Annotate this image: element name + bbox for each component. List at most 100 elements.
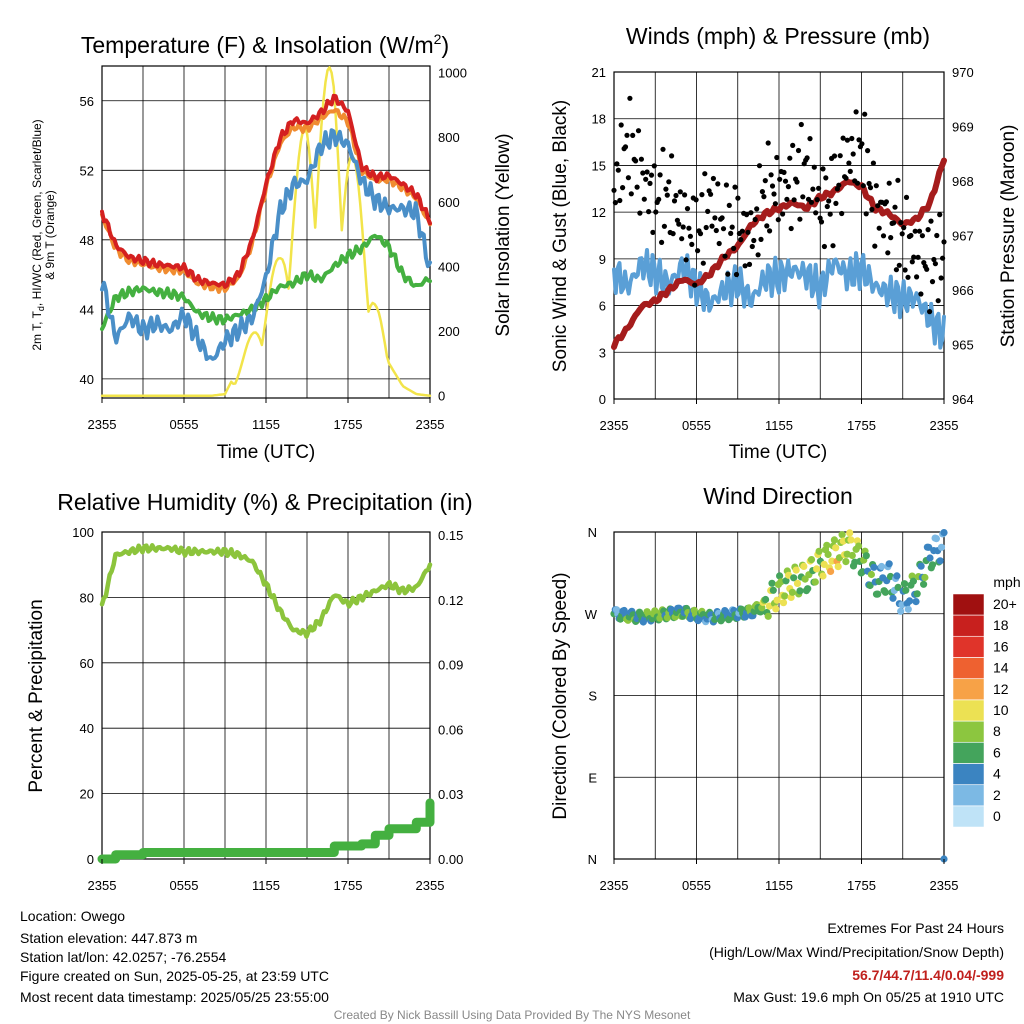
gust-point xyxy=(912,228,918,234)
wind-direction-point xyxy=(881,588,890,596)
gust-point xyxy=(941,239,947,245)
gust-point xyxy=(729,224,735,230)
footer-elevation: Station elevation: 447.873 m xyxy=(20,930,197,946)
gust-point xyxy=(886,180,892,186)
gust-point xyxy=(663,186,669,192)
y2-tick-label: 0.09 xyxy=(438,658,463,673)
wind-direction-point xyxy=(912,598,920,606)
gust-point xyxy=(909,259,915,265)
gust-point xyxy=(712,215,718,221)
gust-point xyxy=(808,199,815,205)
gust-point xyxy=(896,262,902,268)
gust-point xyxy=(797,216,803,222)
wind-direction-point xyxy=(792,566,800,574)
gust-point xyxy=(723,182,730,188)
x-tick-label: 2355 xyxy=(600,418,629,433)
gust-point xyxy=(708,191,714,197)
gust-point xyxy=(935,298,941,304)
gust-point xyxy=(700,260,706,266)
wind-direction-point xyxy=(920,580,928,588)
wind-direction-point xyxy=(824,550,832,559)
gust-point xyxy=(836,182,842,188)
wind-direction-point xyxy=(925,543,933,551)
x-tick-label: 1155 xyxy=(765,878,793,893)
y-tick-label: 15 xyxy=(592,158,606,173)
gust-point xyxy=(844,137,851,143)
wind-direction-point xyxy=(788,588,797,596)
gust-point xyxy=(854,180,861,186)
wind-direction-point xyxy=(926,554,934,562)
extremes-subtitle: (High/Low/Max Wind/Precipitation/Snow De… xyxy=(709,944,1004,960)
gust-point xyxy=(914,274,920,280)
gust-point xyxy=(679,236,685,242)
x-tick-label: 2355 xyxy=(930,878,959,893)
gust-point xyxy=(798,121,804,128)
wind-direction-point xyxy=(790,574,798,582)
y2-tick-label: 0.06 xyxy=(438,722,463,737)
legend-label: 2 xyxy=(993,787,1001,803)
gust-point xyxy=(918,291,924,297)
gust-point xyxy=(915,254,921,260)
wind-series-group xyxy=(611,95,947,350)
y2-tick-label: 967 xyxy=(952,229,974,244)
gust-point xyxy=(693,197,699,203)
gust-point xyxy=(697,231,704,237)
gust-point xyxy=(749,243,755,250)
humidity-series-group xyxy=(97,543,435,864)
wind-direction-point xyxy=(855,542,863,550)
wind-direction-point xyxy=(834,563,842,571)
gust-point xyxy=(759,189,766,195)
x-tick-label: 1155 xyxy=(252,417,280,432)
gust-point xyxy=(837,153,843,159)
gust-point xyxy=(831,153,838,159)
gust-point xyxy=(742,263,748,269)
gust-point xyxy=(902,267,908,273)
wind-direction-point xyxy=(874,590,882,598)
gust-point xyxy=(758,236,764,242)
gust-point xyxy=(771,191,777,197)
y2-tick-label: 200 xyxy=(438,324,460,339)
gust-point xyxy=(790,142,796,148)
extremes-values: 56.7/44.7/11.4/0.04/-999 xyxy=(852,967,1004,983)
y-tick-label: 18 xyxy=(592,112,606,127)
gust-point xyxy=(919,233,926,239)
gust-point xyxy=(940,255,946,261)
gust-point xyxy=(738,237,744,243)
gust-point xyxy=(735,195,741,201)
y-tick-label: 48 xyxy=(80,233,94,248)
x-tick-label: 1155 xyxy=(765,418,793,433)
wind-direction-point xyxy=(897,607,905,615)
gust-point xyxy=(892,204,898,210)
gust-point xyxy=(755,252,761,258)
gust-point xyxy=(673,192,679,199)
gust-point xyxy=(873,183,879,189)
legend-label: 10 xyxy=(993,702,1009,718)
gust-point xyxy=(618,122,624,128)
gust-point xyxy=(624,132,630,138)
gust-point xyxy=(660,146,666,152)
gust-point xyxy=(746,261,753,267)
temp9m-line xyxy=(100,128,432,361)
temperature-y2-label: Solar Insolation (Yellow) xyxy=(493,133,514,336)
gust-point xyxy=(628,191,634,197)
gust-point xyxy=(811,164,817,170)
speed-legend-title: mph xyxy=(993,574,1020,590)
gust-point xyxy=(859,141,865,147)
wind-direction-point xyxy=(782,577,790,585)
gust-point xyxy=(710,175,717,182)
gust-point xyxy=(670,231,676,237)
gust-point xyxy=(850,151,856,157)
gust-point xyxy=(731,245,737,251)
wind-ticks: 2355 0555 1155 1755 2355 0 3 6 9 12 15 18 21 964 965 96… xyxy=(592,65,974,433)
gust-point xyxy=(891,220,897,226)
wind-direction-point xyxy=(937,543,946,551)
wind-title: Winds (mph) & Pressure (mb) xyxy=(626,23,930,49)
gust-point xyxy=(732,184,738,190)
gust-point xyxy=(705,208,711,214)
pressure-line xyxy=(611,157,947,350)
legend-swatch xyxy=(952,614,985,637)
gust-point xyxy=(804,155,810,161)
wind-direction-point xyxy=(870,563,878,571)
legend-swatch xyxy=(952,699,985,722)
temp-line xyxy=(100,93,432,289)
